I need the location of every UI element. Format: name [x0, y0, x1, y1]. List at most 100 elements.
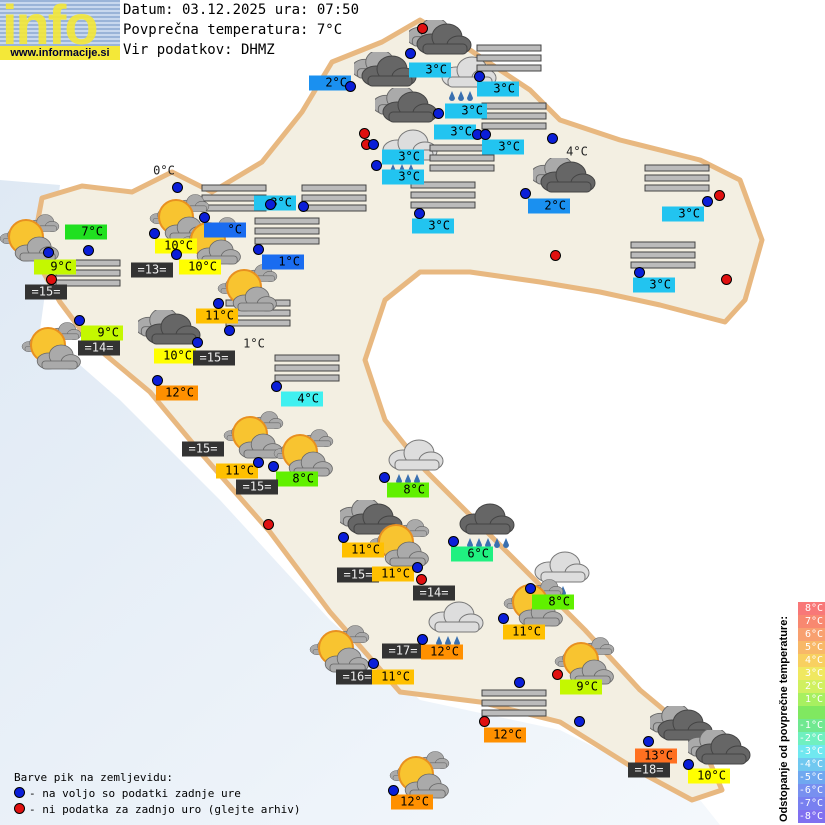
air-temperature-label: 8°C [276, 471, 318, 487]
station-dot-available[interactable] [417, 634, 428, 645]
station-dot-available[interactable] [498, 613, 509, 624]
station-dot-available[interactable] [574, 716, 585, 727]
fog-icon [630, 241, 696, 273]
station-dot-available[interactable] [368, 658, 379, 669]
scale-step: -5°C [798, 771, 825, 784]
sea-temperature-label: =17= [382, 643, 424, 659]
station-dot-available[interactable] [192, 337, 203, 348]
logo-url[interactable]: www.informacije.si [0, 46, 120, 60]
fog-icon [644, 164, 710, 196]
station-dot-missing[interactable] [359, 128, 370, 139]
station-dot-available[interactable] [224, 325, 235, 336]
partly-sunny-icon [0, 213, 62, 267]
air-temperature-label: 12°C [156, 385, 198, 401]
station-dot-available[interactable] [634, 267, 645, 278]
fog-icon [301, 184, 367, 216]
air-temperature-label: 2°C [309, 75, 351, 91]
station-dot-missing[interactable] [550, 250, 561, 261]
station-dot-missing[interactable] [416, 574, 427, 585]
sea-temperature-label: =14= [78, 340, 120, 356]
fog-icon [481, 689, 547, 721]
scale-step: 6°C [798, 628, 825, 641]
station-dot-available[interactable] [547, 133, 558, 144]
station-dot-available[interactable] [268, 461, 279, 472]
station-dot-available[interactable] [448, 536, 459, 547]
station-dot-available[interactable] [702, 196, 713, 207]
partly-sunny-icon [148, 193, 212, 247]
station-dot-available[interactable] [371, 160, 382, 171]
rain-cloud-icon [436, 55, 500, 105]
station-dot-missing[interactable] [417, 23, 428, 34]
station-dot-available[interactable] [433, 108, 444, 119]
overcast-cloud-icon [685, 727, 752, 770]
station-dot-available[interactable] [265, 199, 276, 210]
scale-step: -8°C [798, 810, 825, 823]
station-dot-available[interactable] [271, 381, 282, 392]
fog-icon [274, 354, 340, 386]
air-temperature-label: 3°C [409, 62, 451, 78]
air-temperature-label: 3°C [412, 218, 454, 234]
air-temperature-label: 3°C [434, 124, 476, 140]
station-dot-available[interactable] [525, 583, 536, 594]
station-dot-available[interactable] [338, 532, 349, 543]
air-temperature-label: 7°C [65, 224, 107, 240]
station-dot-available[interactable] [643, 736, 654, 747]
station-dot-available[interactable] [152, 375, 163, 386]
legend-missing: - ni podatka za zadnjo uro (glejte arhiv… [29, 803, 301, 816]
partly-sunny-icon [216, 263, 280, 317]
station-dot-available[interactable] [172, 182, 183, 193]
air-temperature-label: 3°C [477, 81, 519, 97]
station-dot-available[interactable] [414, 208, 425, 219]
station-dot-available[interactable] [412, 562, 423, 573]
scale-step: 7°C [798, 615, 825, 628]
informacije-logo[interactable]: info www.informacije.si [0, 0, 120, 60]
sea-temperature-label: =14= [413, 585, 455, 601]
station-dot-available[interactable] [199, 212, 210, 223]
air-temperature-label: 10°C [154, 348, 196, 364]
air-temperature-label: 9°C [34, 259, 76, 275]
station-dot-available[interactable] [520, 188, 531, 199]
station-dot-missing[interactable] [714, 190, 725, 201]
station-dot-available[interactable] [405, 48, 416, 59]
scale-step: 8°C [798, 602, 825, 615]
sea-temperature-label: =15= [25, 284, 67, 300]
station-dot-available[interactable] [253, 244, 264, 255]
air-temperature-label: 11°C [372, 566, 414, 582]
scale-step: -3°C [798, 745, 825, 758]
scale-step: -7°C [798, 797, 825, 810]
station-dot-available[interactable] [379, 472, 390, 483]
station-dot-available[interactable] [83, 245, 94, 256]
station-dot-available[interactable] [149, 228, 160, 239]
station-dot-available[interactable] [213, 298, 224, 309]
station-dot-available[interactable] [388, 785, 399, 796]
station-dot-available[interactable] [253, 457, 264, 468]
partly-sunny-icon [20, 321, 84, 375]
air-temperature-label: °C [204, 222, 246, 238]
station-dot-available[interactable] [43, 247, 54, 258]
station-dot-available[interactable] [514, 677, 525, 688]
air-temperature-label: 11°C [196, 308, 238, 324]
station-dot-available[interactable] [480, 129, 491, 140]
station-dot-available[interactable] [298, 201, 309, 212]
air-temperature-label: 8°C [387, 482, 429, 498]
station-dot-available[interactable] [474, 71, 485, 82]
rain-cloud-icon [423, 600, 487, 650]
air-temperature-label: 12°C [391, 794, 433, 810]
legend-title: Barve pik na zemljevidu: [14, 771, 173, 784]
partly-sunny-icon [388, 750, 452, 804]
station-dot-missing[interactable] [721, 274, 732, 285]
scale-step: 1°C [798, 693, 825, 706]
station-dot-available[interactable] [74, 315, 85, 326]
blue-dot-icon [14, 787, 25, 798]
station-dot-missing[interactable] [552, 669, 563, 680]
station-dot-available[interactable] [171, 249, 182, 260]
station-dot-available[interactable] [683, 759, 694, 770]
station-dot-missing[interactable] [46, 274, 57, 285]
station-dot-available[interactable] [345, 81, 356, 92]
average-temperature: Povprečna temperatura: 7°C [123, 22, 343, 38]
station-dot-missing[interactable] [479, 716, 490, 727]
station-dot-missing[interactable] [263, 519, 274, 530]
scale-step: -2°C [798, 732, 825, 745]
station-dot-available[interactable] [368, 139, 379, 150]
heavy-rain-cloud-icon [454, 502, 518, 552]
